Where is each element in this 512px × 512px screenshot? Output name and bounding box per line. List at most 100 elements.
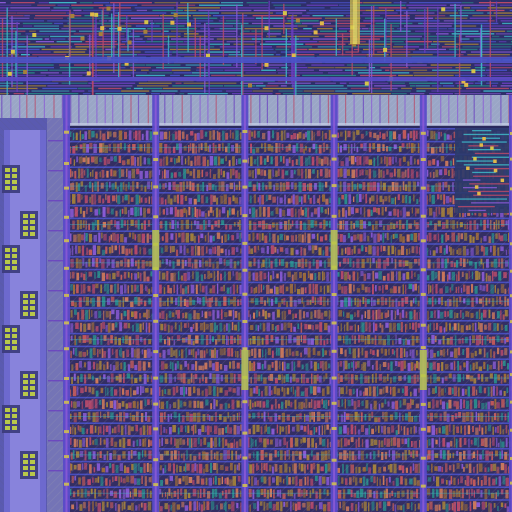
tap-cell-column bbox=[419, 350, 427, 390]
core-cell-array[interactable] bbox=[66, 128, 512, 512]
io-pad-frame bbox=[20, 371, 38, 399]
strap-via bbox=[420, 427, 426, 431]
io-connector-wire bbox=[48, 440, 64, 442]
routing-wire bbox=[236, 74, 286, 77]
routing-wire bbox=[216, 38, 252, 40]
bus-crossing-wire bbox=[147, 95, 149, 125]
strap-via bbox=[242, 431, 248, 435]
routing-wire bbox=[0, 4, 32, 6]
routing-wire bbox=[73, 9, 82, 12]
routing-wire bbox=[339, 82, 347, 84]
via-pad bbox=[70, 14, 75, 18]
routing-wire bbox=[392, 82, 405, 84]
via-pad bbox=[471, 69, 476, 74]
routing-wire bbox=[377, 51, 411, 53]
routing-wire bbox=[138, 82, 172, 84]
routing-via-stack bbox=[15, 30, 17, 79]
routing-wire bbox=[240, 20, 287, 22]
routing-wire bbox=[281, 35, 319, 38]
io-pad-contact bbox=[23, 392, 28, 396]
routing-wire bbox=[0, 22, 20, 25]
routing-wire bbox=[299, 38, 310, 40]
via-pad bbox=[90, 12, 95, 17]
bus-crossing-wire bbox=[137, 95, 140, 125]
routing-wire bbox=[193, 17, 218, 19]
routing-wire bbox=[306, 12, 360, 14]
routing-wire bbox=[385, 38, 421, 40]
routing-wire bbox=[458, 9, 475, 12]
io-pad-contact bbox=[5, 328, 10, 332]
strap-via bbox=[510, 294, 512, 298]
routing-wire bbox=[95, 93, 146, 95]
routing-wire bbox=[245, 72, 277, 74]
routing-wire bbox=[85, 74, 91, 77]
right-block-wire bbox=[472, 171, 496, 174]
io-pad-contact bbox=[5, 168, 10, 172]
routing-wire bbox=[360, 74, 397, 77]
routing-wire bbox=[105, 48, 112, 51]
routing-via-stack bbox=[489, 0, 491, 88]
routing-wire bbox=[221, 12, 273, 14]
routing-wire bbox=[180, 2, 220, 4]
routing-wire bbox=[209, 67, 262, 69]
io-pad-contact bbox=[23, 466, 28, 470]
strap-via bbox=[420, 214, 426, 218]
routing-wire bbox=[151, 93, 160, 95]
right-block-wire bbox=[473, 194, 512, 196]
routing-wire bbox=[361, 28, 369, 30]
routing-wire bbox=[291, 85, 344, 87]
right-routing-block[interactable] bbox=[455, 128, 512, 213]
routing-wire bbox=[189, 25, 234, 27]
bus-crossing-wire bbox=[396, 95, 398, 125]
io-pad-contact bbox=[12, 346, 17, 350]
io-pad-frame bbox=[2, 245, 20, 273]
routing-wire bbox=[275, 12, 288, 14]
routing-wire bbox=[267, 82, 311, 84]
bus-crossing-wire bbox=[457, 95, 459, 125]
strap-via bbox=[153, 158, 159, 161]
routing-wire bbox=[0, 35, 50, 38]
routing-wire bbox=[238, 35, 262, 38]
bus-crossing-wire bbox=[388, 95, 390, 125]
routing-wire bbox=[287, 30, 316, 32]
routing-wire bbox=[172, 85, 223, 87]
routing-via-stack bbox=[480, 24, 483, 69]
routing-wire bbox=[233, 43, 255, 45]
routing-wire bbox=[13, 93, 24, 95]
bus-crossing-wire bbox=[362, 95, 364, 125]
routing-wire bbox=[255, 17, 285, 19]
via-pad bbox=[313, 30, 318, 35]
io-pad-contact bbox=[12, 328, 17, 332]
bus-crossing-wire bbox=[448, 95, 450, 125]
io-pad-contact bbox=[12, 186, 17, 190]
routing-wire bbox=[94, 54, 137, 56]
top-routing-region[interactable] bbox=[0, 0, 512, 121]
routing-wire bbox=[175, 82, 182, 84]
routing-wire bbox=[480, 30, 491, 32]
routing-wire bbox=[232, 93, 273, 95]
routing-wire bbox=[208, 43, 230, 45]
right-block-wire bbox=[456, 160, 494, 162]
routing-wire bbox=[341, 48, 349, 51]
right-block-wire bbox=[474, 168, 512, 170]
routing-wire bbox=[437, 54, 464, 56]
routing-wire bbox=[204, 33, 236, 35]
io-pad-contact bbox=[23, 472, 28, 476]
routing-wire bbox=[308, 48, 341, 51]
routing-wire bbox=[453, 22, 499, 25]
io-pad-column[interactable] bbox=[0, 118, 66, 512]
routing-wire bbox=[470, 51, 512, 53]
routing-via-stack bbox=[285, 28, 287, 84]
highlight-strap-inner bbox=[353, 0, 357, 44]
routing-wire bbox=[497, 17, 512, 19]
routing-wire bbox=[469, 17, 493, 19]
routing-wire bbox=[432, 69, 485, 71]
routing-wire bbox=[0, 25, 18, 27]
io-pad-contact bbox=[12, 254, 17, 258]
tap-cell-column bbox=[152, 230, 160, 270]
routing-wire bbox=[192, 72, 243, 74]
routing-wire bbox=[414, 17, 434, 19]
routing-via-stack bbox=[101, 10, 104, 34]
